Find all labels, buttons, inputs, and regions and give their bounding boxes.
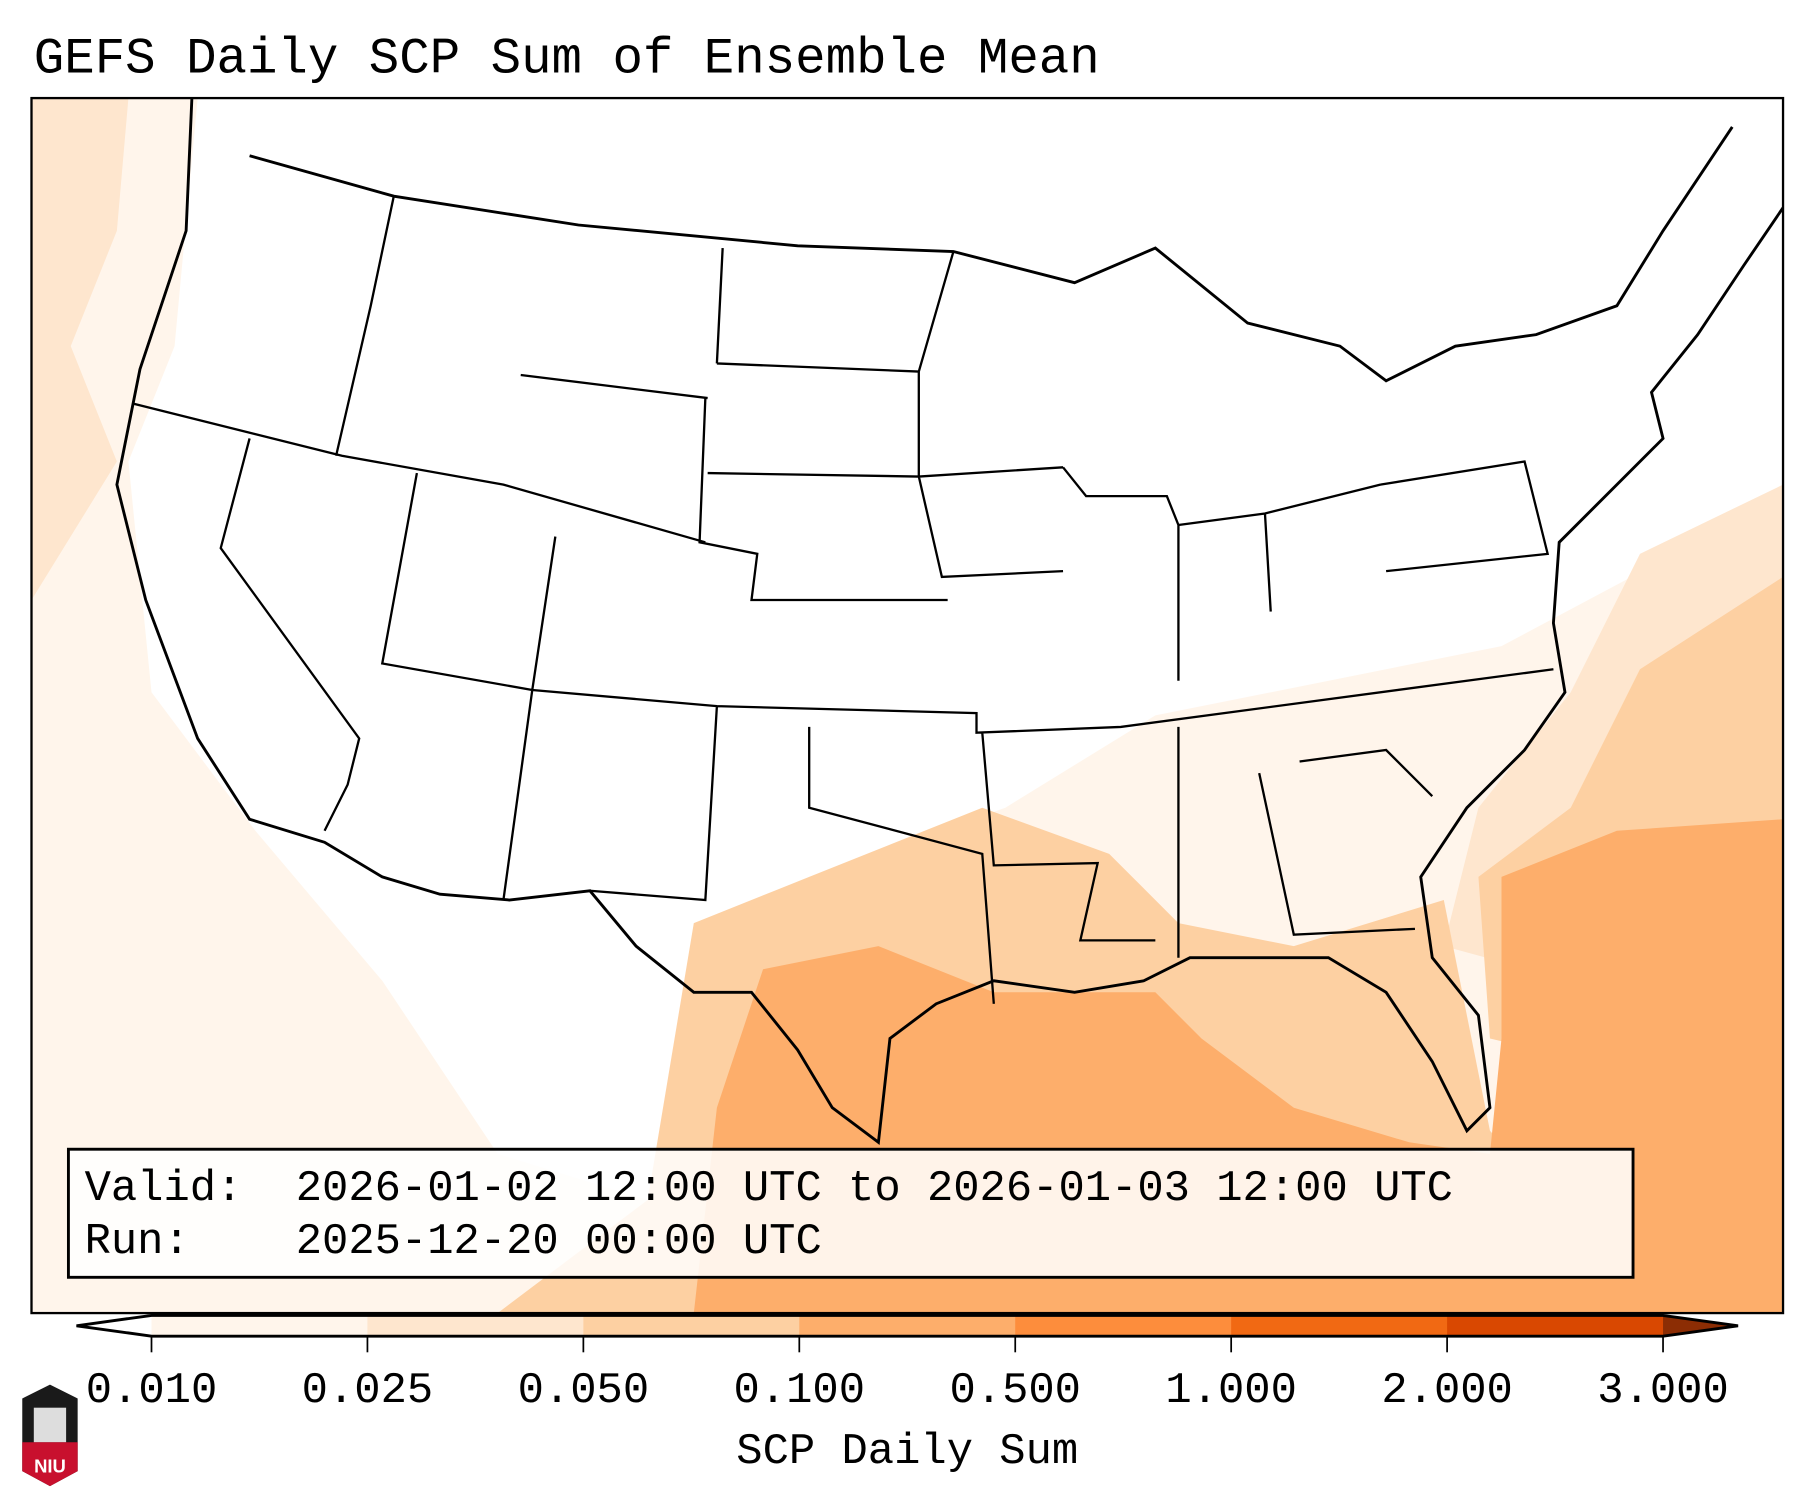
scp-shading-pacific [31, 98, 129, 600]
map-area [31, 98, 1784, 1314]
colorbar-segment [799, 1315, 1016, 1337]
colorbar-segment [1231, 1315, 1448, 1337]
chart-title: GEFS Daily SCP Sum of Ensemble Mean [34, 32, 1100, 89]
colorbar-under-extension [76, 1315, 152, 1337]
colorbar-segment [367, 1315, 584, 1337]
us-canada-border [249, 126, 1734, 383]
run-label: Run: [85, 1218, 190, 1267]
run-time: 2025-12-20 00:00 UTC [296, 1218, 822, 1267]
colorbar-tick-label: 3.000 [1597, 1367, 1729, 1416]
colorbar-label: SCP Daily Sum [736, 1428, 1078, 1477]
niu-logo: NIU [22, 1384, 78, 1487]
niu-logo-text: NIU [34, 1455, 66, 1476]
colorbar-segment [583, 1315, 800, 1337]
colorbar-segment [1447, 1315, 1664, 1337]
colorbar-segment [1015, 1315, 1232, 1337]
colorbar-tick-label: 0.050 [518, 1367, 650, 1416]
valid-label: Valid: [85, 1165, 243, 1214]
colorbar-tick-label: 0.100 [734, 1367, 866, 1416]
colorbar-tick-label: 2.000 [1381, 1367, 1513, 1416]
map-frame [30, 96, 1785, 1315]
colorbar: 0.010 0.025 0.050 0.100 0.500 1.000 2.000 3.000 [76, 1313, 1739, 1416]
colorbar-tick-label: 0.500 [949, 1367, 1081, 1416]
colorbar-segment [151, 1315, 369, 1337]
info-box: Valid: 2026-01-02 12:00 UTC to 2026-01-0… [66, 1147, 1635, 1279]
colorbar-tick-label: 1.000 [1165, 1367, 1297, 1416]
state-borders [133, 195, 1554, 1004]
coastline [115, 98, 1784, 1145]
valid-time: 2026-01-02 12:00 UTC to 2026-01-03 12:00… [296, 1165, 1453, 1214]
colorbar-over-extension [1663, 1315, 1739, 1337]
colorbar-tick-label: 0.025 [302, 1367, 434, 1416]
colorbar-tick-label: 0.010 [86, 1367, 218, 1416]
